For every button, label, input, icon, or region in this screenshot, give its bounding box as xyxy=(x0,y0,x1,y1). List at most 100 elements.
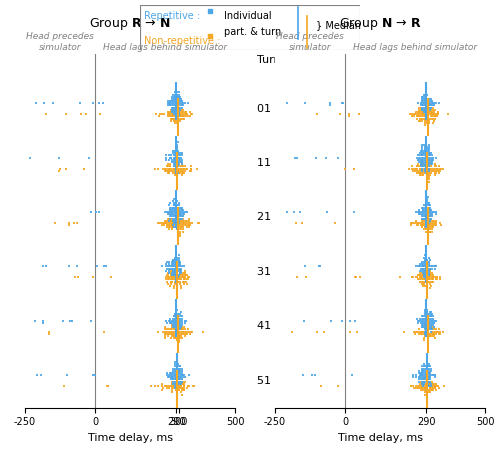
Point xyxy=(102,382,110,390)
Point xyxy=(194,219,202,226)
Point xyxy=(172,276,180,283)
Point xyxy=(179,271,187,279)
Point xyxy=(164,371,172,379)
Point xyxy=(422,265,430,272)
Point xyxy=(416,374,424,381)
Point xyxy=(173,365,181,372)
Point xyxy=(171,385,179,392)
Point xyxy=(162,265,170,272)
Point xyxy=(170,328,178,335)
Point xyxy=(176,152,184,159)
Point xyxy=(177,282,185,289)
Point xyxy=(414,115,422,122)
Point xyxy=(176,365,184,372)
Point xyxy=(418,265,426,272)
Point xyxy=(173,330,181,337)
Point xyxy=(413,165,421,172)
Point xyxy=(430,322,438,329)
Point xyxy=(180,380,188,387)
Point xyxy=(420,323,428,331)
Point xyxy=(426,265,434,272)
Point xyxy=(419,378,427,385)
Point xyxy=(422,215,430,222)
Point xyxy=(174,208,182,216)
Point xyxy=(422,106,430,113)
Point xyxy=(179,217,187,224)
Point xyxy=(418,106,426,113)
Point xyxy=(417,371,425,379)
Point xyxy=(420,163,428,170)
Point xyxy=(175,215,183,222)
Point xyxy=(174,95,182,102)
Point xyxy=(421,97,429,105)
Point xyxy=(426,104,434,111)
Point xyxy=(426,378,434,385)
Point xyxy=(174,256,182,264)
Point xyxy=(422,258,430,265)
Point xyxy=(170,102,177,109)
Point xyxy=(425,376,433,383)
Point xyxy=(412,111,420,118)
Point xyxy=(422,317,430,324)
Point xyxy=(176,269,184,276)
Point xyxy=(172,219,180,226)
Point xyxy=(424,219,432,226)
Point xyxy=(80,165,88,172)
Point xyxy=(420,167,428,174)
Point xyxy=(418,215,426,222)
Point xyxy=(424,382,432,390)
Point xyxy=(171,254,179,261)
Point xyxy=(168,371,175,379)
Point xyxy=(172,202,179,209)
Point xyxy=(422,156,430,164)
Point xyxy=(426,365,434,372)
Point xyxy=(316,382,324,390)
Point xyxy=(180,330,188,337)
Point xyxy=(424,224,432,231)
Point xyxy=(176,154,184,161)
Point xyxy=(419,269,427,276)
Point xyxy=(176,100,184,107)
Point xyxy=(426,363,434,370)
Point xyxy=(429,385,437,392)
Point xyxy=(426,106,434,113)
Point xyxy=(108,274,116,281)
Point xyxy=(410,371,418,379)
Point xyxy=(425,254,433,261)
Point xyxy=(419,376,427,383)
Point xyxy=(421,369,429,376)
Point xyxy=(174,319,182,327)
Point xyxy=(415,113,423,120)
Point xyxy=(424,115,432,122)
Point xyxy=(422,100,430,107)
Point xyxy=(421,106,429,113)
Point xyxy=(170,165,177,172)
Point xyxy=(428,378,436,385)
Point xyxy=(172,367,179,374)
Point xyxy=(172,195,180,202)
Point xyxy=(416,271,424,279)
Point xyxy=(175,254,183,261)
Point xyxy=(176,382,184,390)
Point xyxy=(172,206,180,213)
Point xyxy=(425,141,433,148)
Point xyxy=(425,202,433,209)
Point xyxy=(420,278,428,285)
Point xyxy=(168,108,176,116)
Point xyxy=(418,274,426,281)
Point xyxy=(162,333,170,340)
Point xyxy=(158,222,166,229)
Point xyxy=(426,315,434,322)
Point xyxy=(184,274,192,281)
Point xyxy=(175,387,183,394)
Point xyxy=(410,219,418,226)
Point xyxy=(180,169,188,177)
Point xyxy=(428,111,436,118)
Point xyxy=(432,385,440,392)
Point xyxy=(177,284,185,292)
Point xyxy=(417,319,425,327)
Point xyxy=(175,317,183,324)
Point xyxy=(424,171,432,178)
Text: 01 – 10: 01 – 10 xyxy=(258,104,298,114)
Point xyxy=(178,224,186,231)
